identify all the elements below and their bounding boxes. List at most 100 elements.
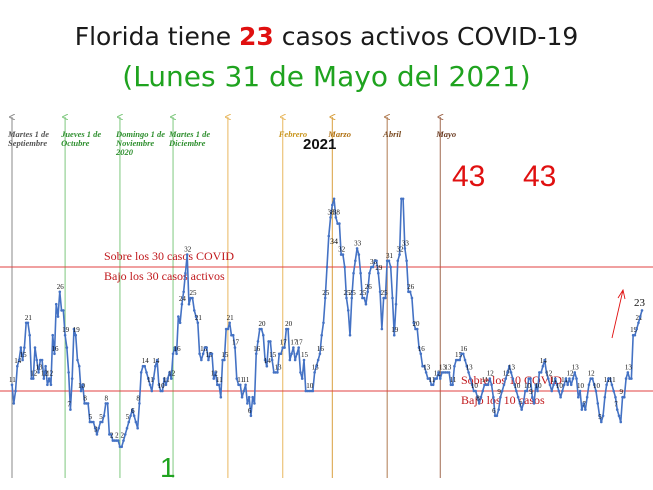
data-point (499, 395, 502, 399)
data-point (368, 271, 371, 275)
data-point (463, 358, 467, 362)
data-label: 25 (322, 289, 330, 297)
data-point (511, 377, 515, 380)
data-label: 5 (89, 413, 93, 421)
data-point (109, 433, 113, 436)
data-point (470, 383, 474, 387)
data-point (297, 346, 300, 349)
data-point (375, 259, 378, 263)
data-point (380, 327, 384, 331)
data-point (265, 364, 269, 368)
data-label: 8 (105, 394, 109, 402)
data-point (162, 377, 166, 380)
data-point (270, 358, 274, 362)
data-label: 10 (306, 382, 314, 390)
data-point (276, 371, 279, 374)
peak-callout: 43 (452, 160, 485, 193)
data-label: 19 (391, 326, 399, 334)
data-point (77, 364, 81, 368)
data-point (145, 371, 148, 374)
data-point (630, 377, 633, 380)
trend-arrow-head (617, 288, 626, 300)
data-point (548, 383, 552, 387)
data-point (35, 358, 39, 362)
data-point (148, 383, 152, 387)
data-point (423, 364, 426, 368)
data-point (626, 371, 630, 374)
data-point (451, 383, 454, 387)
data-point (408, 290, 412, 294)
data-label: 25 (190, 289, 198, 297)
data-point (566, 383, 569, 387)
data-label: 10 (513, 382, 521, 390)
data-point (166, 377, 170, 380)
data-point (619, 420, 623, 424)
data-label: 29 (375, 264, 383, 272)
data-point (10, 383, 14, 387)
data-point (534, 383, 538, 387)
data-label: 10 (577, 382, 585, 390)
data-point (79, 389, 83, 393)
data-point (561, 389, 564, 393)
data-point (571, 377, 575, 380)
data-label: 13 (572, 363, 580, 371)
data-point (338, 222, 341, 225)
data-label: 2 (110, 432, 114, 440)
data-point (295, 352, 299, 356)
data-point (598, 414, 601, 418)
data-point (164, 383, 168, 387)
data-label: 19 (62, 326, 70, 334)
data-point (536, 389, 539, 393)
chart-title: Florida tiene 23 casos activos COVID-19 (74, 22, 579, 51)
data-point (341, 253, 345, 256)
data-point (584, 408, 587, 411)
data-point (387, 259, 391, 263)
month-marker-label: Abril (382, 129, 402, 139)
data-point (120, 445, 124, 449)
data-point (228, 321, 231, 325)
data-label: 16 (460, 345, 468, 353)
data-point (136, 426, 139, 430)
data-point (550, 389, 554, 393)
data-label: 38 (328, 208, 336, 216)
data-point (599, 420, 603, 424)
data-point (594, 389, 598, 393)
data-point (315, 364, 318, 368)
data-point (21, 358, 24, 362)
data-label: 24 (179, 295, 187, 303)
data-label-callout: 34 (330, 237, 338, 246)
data-point (562, 383, 566, 387)
data-point (283, 346, 286, 349)
month-marker-label: Martes 1 de (168, 129, 210, 139)
data-point (187, 302, 191, 306)
data-point (253, 402, 256, 405)
data-point (196, 321, 200, 325)
data-point (198, 352, 201, 356)
data-point (152, 377, 155, 380)
data-point (479, 395, 483, 399)
data-label: 38 (333, 208, 341, 216)
data-point (33, 346, 37, 349)
data-point (331, 203, 334, 207)
data-label: 11 (450, 376, 457, 384)
data-label: 5 (126, 413, 130, 421)
data-point (325, 265, 329, 269)
data-label: 26 (365, 283, 373, 291)
data-point (93, 426, 97, 430)
data-point (263, 358, 267, 362)
data-point (44, 364, 47, 368)
data-point (125, 426, 129, 430)
data-point (70, 377, 74, 380)
data-point (150, 389, 154, 393)
data-point (357, 253, 361, 256)
data-label: 16 (51, 345, 59, 353)
data-point (92, 420, 95, 424)
data-point (138, 402, 141, 405)
data-point (569, 383, 573, 387)
data-point (345, 296, 348, 300)
data-label: 30 (370, 258, 378, 266)
data-point (288, 358, 292, 362)
data-point (623, 395, 626, 399)
data-label: 11 (482, 376, 489, 384)
